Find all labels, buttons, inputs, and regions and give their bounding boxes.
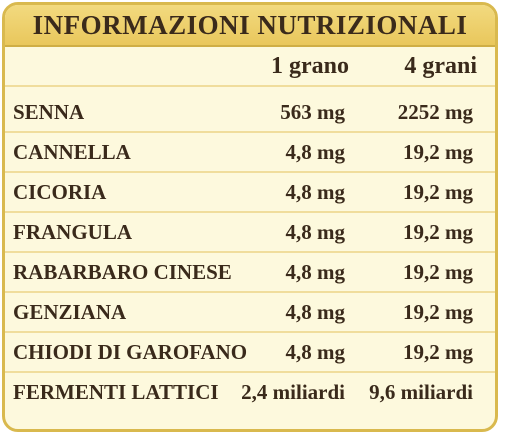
nutrition-table: INFORMAZIONI NUTRIZIONALI 1 grano 4 gran… xyxy=(2,2,498,432)
value-1-grano: 4,8 mg xyxy=(285,179,346,204)
ingredient-name: FERMENTI LATTICI xyxy=(13,379,219,404)
ingredient-name: GENZIANA xyxy=(13,299,127,324)
ingredient-name: FRANGULA xyxy=(13,219,132,244)
ingredient-name: CHIODI DI GAROFANO xyxy=(13,339,248,364)
table-row: RABARBARO CINESE 4,8 mg 19,2 mg xyxy=(5,253,495,293)
table-row: FERMENTI LATTICI 2,4 miliardi 9,6 miliar… xyxy=(5,373,495,411)
ingredient-name: CICORIA xyxy=(13,179,107,204)
value-4-grani: 9,6 miliardi xyxy=(369,379,473,404)
value-1-grano: 4,8 mg xyxy=(285,339,346,364)
value-4-grani: 19,2 mg xyxy=(403,259,473,284)
value-4-grani: 2252 mg xyxy=(397,99,473,124)
value-1-grano: 4,8 mg xyxy=(285,139,346,164)
value-1-grano: 2,4 miliardi xyxy=(241,379,345,404)
table-row: CICORIA 4,8 mg 19,2 mg xyxy=(5,173,495,213)
table-title: INFORMAZIONI NUTRIZIONALI xyxy=(32,9,468,40)
table-row: CHIODI DI GAROFANO 4,8 mg 19,2 mg xyxy=(5,333,495,373)
value-4-grani: 19,2 mg xyxy=(403,299,473,324)
value-4-grani: 19,2 mg xyxy=(403,219,473,244)
column-header-4-grani: 4 grani xyxy=(404,52,477,79)
title-bar: INFORMAZIONI NUTRIZIONALI xyxy=(5,5,495,47)
ingredient-name: CANNELLA xyxy=(13,139,131,164)
value-1-grano: 4,8 mg xyxy=(285,259,346,284)
value-1-grano: 563 mg xyxy=(280,99,345,124)
table-row: CANNELLA 4,8 mg 19,2 mg xyxy=(5,133,495,173)
table-row: FRANGULA 4,8 mg 19,2 mg xyxy=(5,213,495,253)
column-header-1-grano: 1 grano xyxy=(271,52,349,79)
ingredient-name: RABARBARO CINESE xyxy=(13,259,232,284)
table-row: GENZIANA 4,8 mg 19,2 mg xyxy=(5,293,495,333)
value-4-grani: 19,2 mg xyxy=(403,339,473,364)
ingredient-name: SENNA xyxy=(13,99,85,124)
value-4-grani: 19,2 mg xyxy=(403,179,473,204)
table-row: SENNA 563 mg 2252 mg xyxy=(5,93,495,133)
value-4-grani: 19,2 mg xyxy=(403,139,473,164)
header-row: 1 grano 4 grani xyxy=(5,47,495,87)
value-1-grano: 4,8 mg xyxy=(285,219,346,244)
value-1-grano: 4,8 mg xyxy=(285,299,346,324)
